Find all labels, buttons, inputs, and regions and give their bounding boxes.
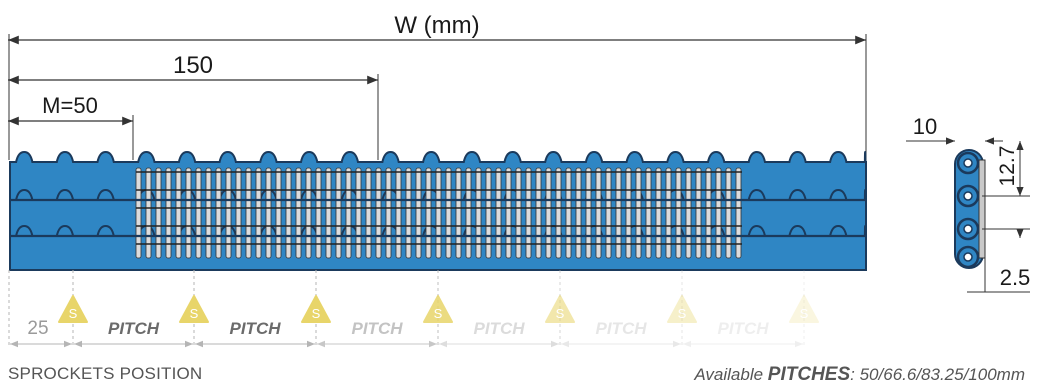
sprocket-letter: S <box>800 306 809 321</box>
pitch-label: PITCH <box>230 319 282 338</box>
side-pitch-label: 12.7 <box>996 146 1019 187</box>
belt-top-view <box>9 150 867 271</box>
sprocket-letter: S <box>678 306 687 321</box>
sprocket-letter: S <box>69 306 78 321</box>
width-dimension: W (mm) <box>7 12 867 165</box>
sprockets-position-caption: SPROCKETS POSITION <box>8 364 203 383</box>
belt-open-grid <box>135 167 742 259</box>
sprocket-letter: S <box>312 306 321 321</box>
sprocket-letter: S <box>434 306 443 321</box>
pitch-label: PITCH <box>352 319 404 338</box>
side-hinge-pins <box>956 151 980 269</box>
sprocket-marker: S <box>179 295 209 323</box>
pitch-label: PITCH <box>108 319 160 338</box>
belt-side-view: 10 12.7 2.5 <box>906 114 1031 293</box>
dimension-150-label: 150 <box>173 52 213 79</box>
dimension-150: 150 <box>7 52 379 160</box>
sprocket-marker: S <box>301 295 331 323</box>
pitch-label: PITCH <box>718 319 770 338</box>
side-gap-label: 2.5 <box>1000 265 1031 290</box>
pitches-values: : 50/66.6/83.25/100mm <box>850 365 1025 384</box>
module-dimension: M=50 <box>7 93 134 160</box>
side-thickness-label: 10 <box>913 114 937 139</box>
side-link-edge <box>978 159 986 259</box>
sprocket-letter: S <box>190 306 199 321</box>
sprocket-marker: S <box>667 295 697 323</box>
sprocket-marker: S <box>423 295 453 323</box>
available-prefix: Available <box>694 365 768 384</box>
sprocket-marker: S <box>789 295 819 323</box>
pitch-label: PITCH <box>596 319 648 338</box>
sprocket-marker: S <box>58 295 88 323</box>
pitch-dimensions: 25 PITCH PITCH PITCH PITCH PITCH PITCH <box>10 318 803 348</box>
available-pitches-caption: Available PITCHES: 50/66.6/83.25/100mm <box>694 364 1025 386</box>
sprocket-letter: S <box>556 306 565 321</box>
pitch-label: PITCH <box>474 319 526 338</box>
width-label: W (mm) <box>394 12 479 39</box>
pitches-word: PITCHES <box>767 364 851 385</box>
module-label: M=50 <box>42 93 98 118</box>
offset-label: 25 <box>27 318 48 339</box>
sprocket-marker: S <box>545 295 575 323</box>
